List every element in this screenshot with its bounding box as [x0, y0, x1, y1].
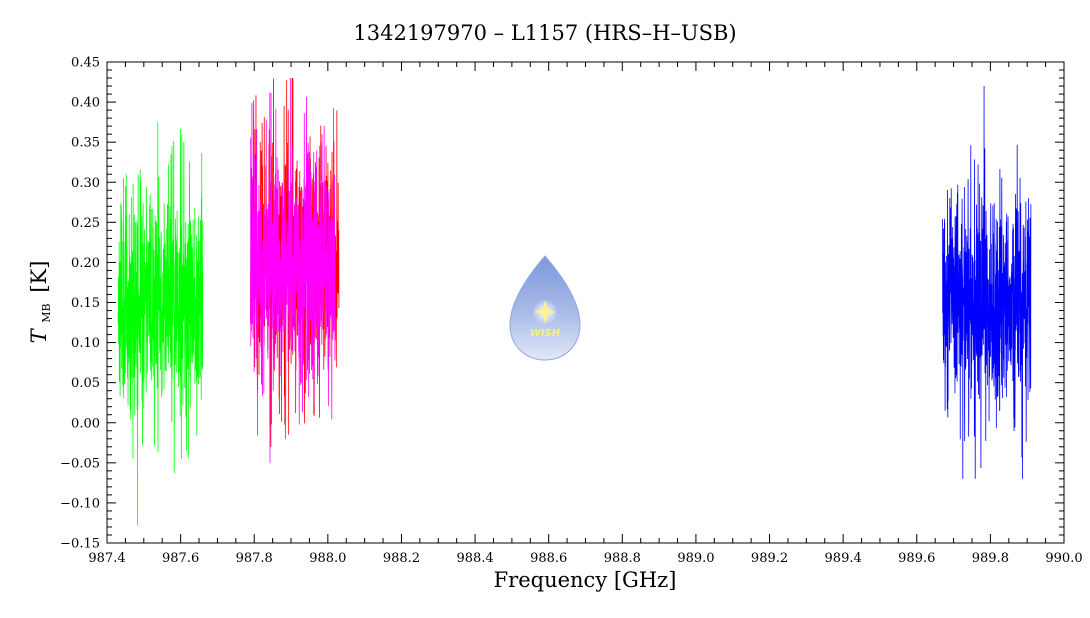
x-tick-label: 988.6	[530, 551, 567, 566]
wish-logo: WISH	[509, 255, 581, 361]
x-tick-label: 987.4	[88, 551, 125, 566]
x-tick-label: 989.6	[898, 551, 935, 566]
series-line-4	[942, 86, 1032, 479]
x-tick-label: 989.2	[751, 551, 788, 566]
y-tick-label: 0.00	[71, 416, 100, 431]
y-tick-label: 0.35	[71, 136, 100, 151]
x-axis-title: Frequency [GHz]	[494, 568, 677, 592]
y-axis-title-unit: [K]	[27, 261, 51, 293]
y-tick-label: −0.05	[60, 456, 100, 471]
x-tick-label: 987.6	[162, 551, 199, 566]
y-tick-label: 0.15	[71, 296, 100, 311]
series-line-1	[117, 122, 204, 526]
y-tick-label: 0.10	[71, 336, 100, 351]
x-tick-label: 989.4	[825, 551, 862, 566]
y-tick-label: −0.15	[60, 537, 100, 552]
y-axis-title: T MB [K]	[27, 261, 55, 344]
y-tick-label: 0.20	[71, 256, 100, 271]
star-icon	[534, 300, 556, 324]
x-tick-label: 988.8	[604, 551, 641, 566]
y-tick-label: 0.45	[71, 56, 100, 71]
y-axis-title-symbol: T	[27, 327, 51, 343]
x-tick-label: 988.0	[309, 551, 346, 566]
chart-title: 1342197970 – L1157 (HRS–H–USB)	[353, 21, 736, 45]
x-tick-label: 988.4	[456, 551, 493, 566]
y-axis: −0.15 −0.10 −0.05 0.00 0.05 0.10 0.15 0.20 0.25 0…	[60, 56, 1064, 552]
svg-text:T MB [K]: T MB [K]	[27, 261, 55, 344]
x-tick-label: 989.0	[677, 551, 714, 566]
x-tick-label: 987.8	[236, 551, 273, 566]
y-tick-label: 0.25	[71, 216, 100, 231]
x-tick-label: 990.0	[1045, 551, 1082, 566]
y-tick-label: 0.30	[71, 176, 100, 191]
x-tick-label: 989.8	[972, 551, 1009, 566]
series-layer	[117, 78, 1032, 526]
series-line-3	[250, 78, 336, 463]
logo-text: WISH	[530, 328, 561, 339]
y-tick-label: 0.05	[71, 376, 100, 391]
y-axis-title-subscript: MB	[40, 303, 53, 322]
x-tick-label: 988.2	[383, 551, 420, 566]
y-tick-label: 0.40	[71, 96, 100, 111]
y-tick-label: −0.10	[60, 496, 100, 511]
x-axis: 987.4 987.6 987.8 988.0 988.2 988.4 988.6 988.8…	[88, 62, 1083, 566]
